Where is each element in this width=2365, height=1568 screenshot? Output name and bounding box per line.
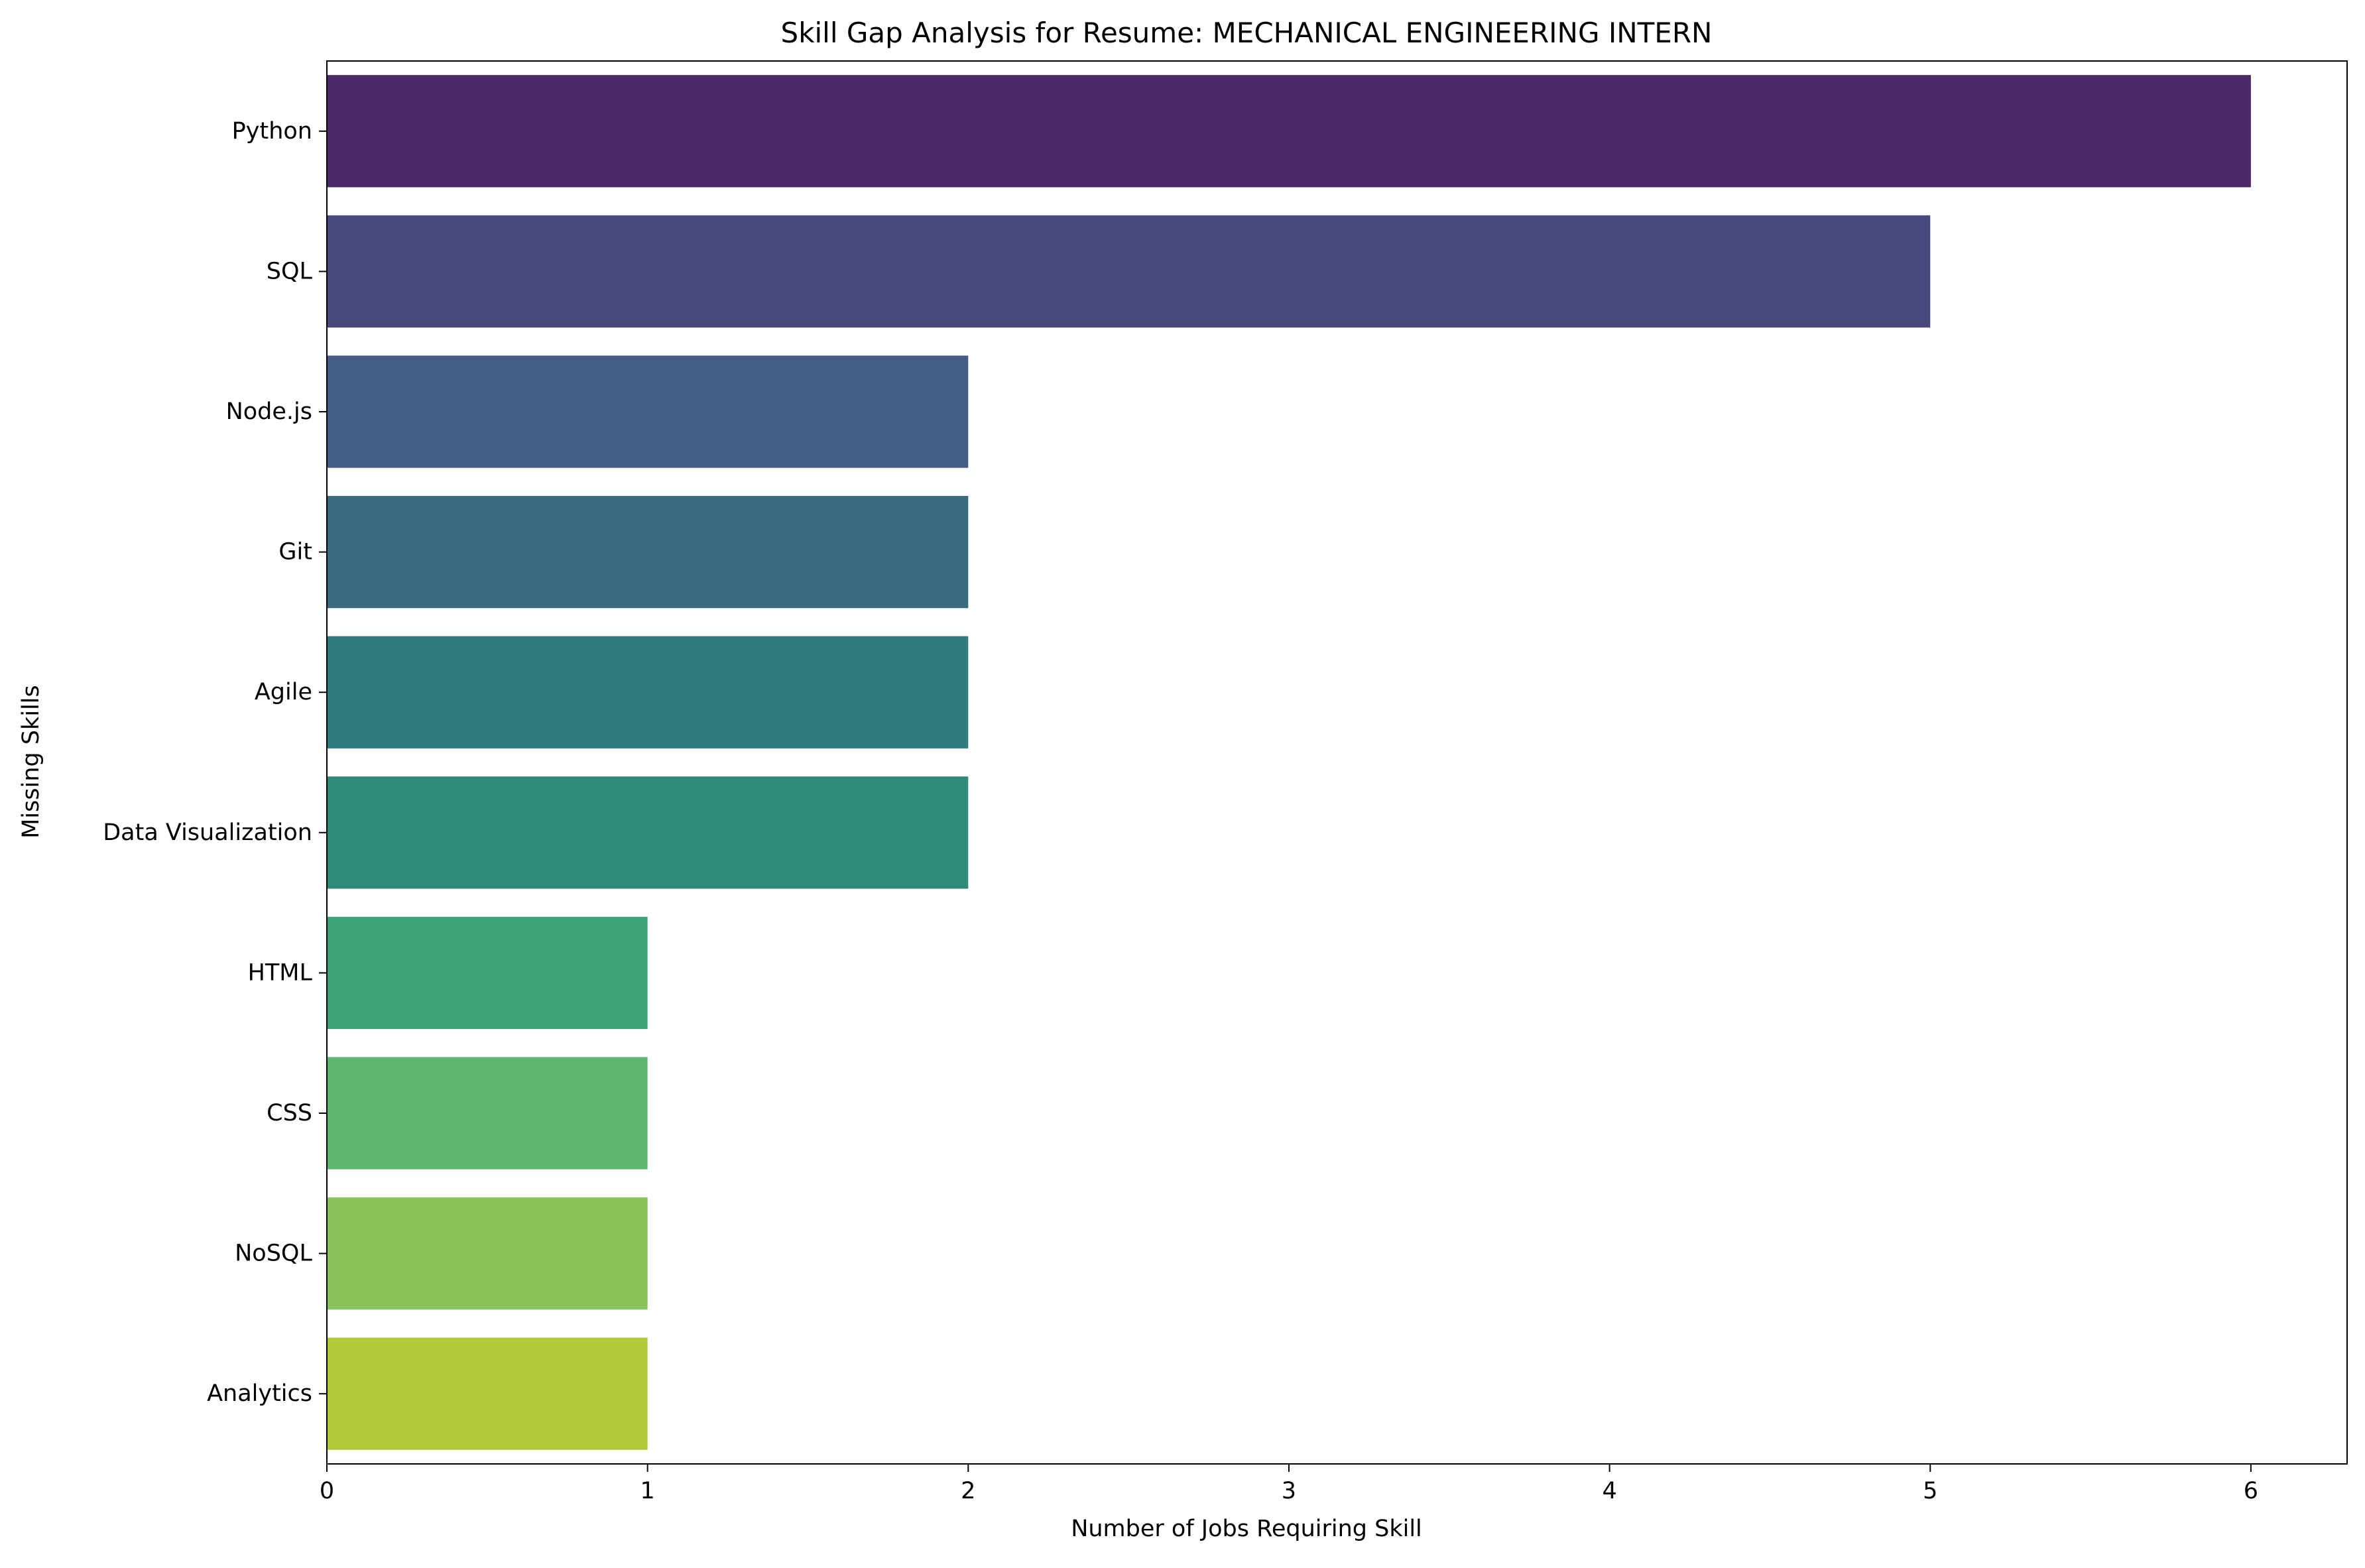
bar-python xyxy=(327,75,2251,188)
plot-frame xyxy=(326,60,2348,1465)
y-axis-title: Missing Skills xyxy=(18,685,44,839)
y-tick-label-python: Python xyxy=(232,118,312,145)
axes-layer: Python SQL Node.js Git Agile Data Visualizati… xyxy=(103,60,2348,1504)
bar-agile xyxy=(327,636,969,749)
bar-css xyxy=(327,1057,648,1170)
x-tick-label-5: 5 xyxy=(1923,1478,1937,1504)
y-tick-label-nosql: NoSQL xyxy=(235,1240,312,1267)
x-tick-label-6: 6 xyxy=(2244,1478,2258,1504)
x-tick-label-4: 4 xyxy=(1602,1478,1616,1504)
x-tick-label-3: 3 xyxy=(1282,1478,1296,1504)
chart-title: Skill Gap Analysis for Resume: MECHANICA… xyxy=(781,17,1713,49)
y-tick-label-agile: Agile xyxy=(255,679,312,705)
bar-nosql xyxy=(327,1197,648,1310)
y-tick-label-analytics: Analytics xyxy=(207,1380,312,1407)
y-tick-label-css: CSS xyxy=(267,1100,312,1126)
x-tick-label-0: 0 xyxy=(320,1478,334,1504)
bar-node-js xyxy=(327,355,969,468)
y-tick-label-html: HTML xyxy=(248,959,313,986)
bar-data-visualization xyxy=(327,776,969,889)
x-tick-label-2: 2 xyxy=(961,1478,975,1504)
bar-analytics xyxy=(327,1337,648,1450)
bar-html xyxy=(327,916,648,1030)
bar-sql xyxy=(327,215,1931,328)
x-tick-label-1: 1 xyxy=(640,1478,655,1504)
bars-layer xyxy=(327,75,2251,1450)
x-axis-title: Number of Jobs Requiring Skill xyxy=(1071,1516,1422,1542)
y-tick-label-sql: SQL xyxy=(267,258,313,284)
y-tick-label-git: Git xyxy=(278,539,312,566)
y-tick-label-data-visualization: Data Visualization xyxy=(103,819,312,846)
bar-git xyxy=(327,495,969,609)
y-tick-label-node-js: Node.js xyxy=(226,398,312,425)
